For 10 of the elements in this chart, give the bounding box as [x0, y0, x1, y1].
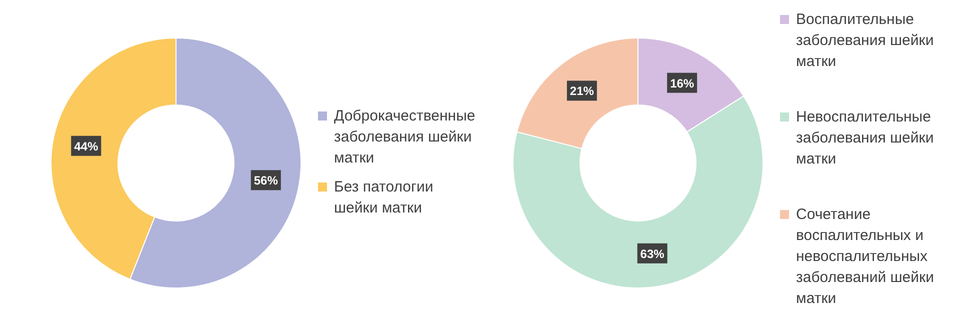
legend-label: Воспалительные заболевания шейки матки — [796, 11, 934, 70]
data-label: 16% — [670, 76, 694, 90]
data-label: 44% — [74, 139, 98, 154]
data-label: 63% — [640, 246, 665, 261]
data-label: 21% — [570, 84, 594, 98]
legend-label: Без патологии шейки матки — [334, 178, 434, 216]
data-label: 56% — [254, 174, 278, 188]
legend-label: Сочетание воспалительных и невоспалительных заболеваний шейки матки — [796, 206, 934, 307]
legend-label: Доброкачественные заболевания шейки матки — [334, 108, 476, 166]
legend-label: Невоспалительные заболевания шейки матки — [796, 108, 934, 168]
